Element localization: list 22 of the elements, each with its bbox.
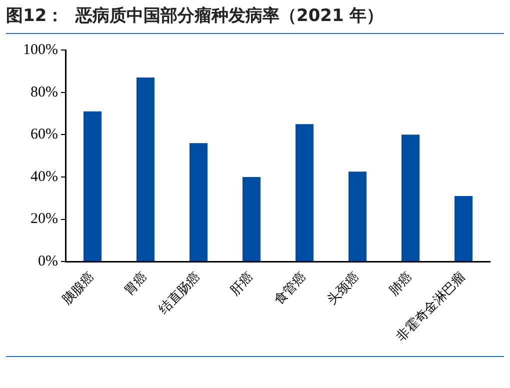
bar	[454, 196, 473, 262]
bar	[189, 143, 208, 262]
bar	[83, 111, 102, 262]
chart-title: 图12： 恶病质中国部分瘤种发病率（2021 年）	[6, 4, 504, 34]
x-tick-label: 头颈癌	[324, 269, 362, 308]
x-tick-label: 胰腺癌	[58, 269, 98, 308]
x-tick-label: 结直肠癌	[156, 269, 204, 316]
y-tick-label: 0%	[38, 254, 58, 270]
y-tick-label: 40%	[30, 168, 58, 185]
bar	[136, 78, 155, 262]
x-tick-label: 肺癌	[386, 269, 416, 298]
bar	[348, 172, 367, 262]
bar	[401, 134, 420, 262]
bar	[295, 124, 314, 262]
y-tick-label: 80%	[30, 84, 58, 100]
y-tick-label: 20%	[30, 211, 58, 228]
y-tick-label: 100%	[22, 42, 58, 58]
x-tick-label: 食管癌	[270, 269, 310, 308]
x-tick-label: 胃癌	[121, 269, 150, 298]
bar	[242, 176, 261, 262]
y-tick-label: 60%	[30, 126, 58, 143]
x-tick-label: 肝癌	[227, 269, 256, 298]
